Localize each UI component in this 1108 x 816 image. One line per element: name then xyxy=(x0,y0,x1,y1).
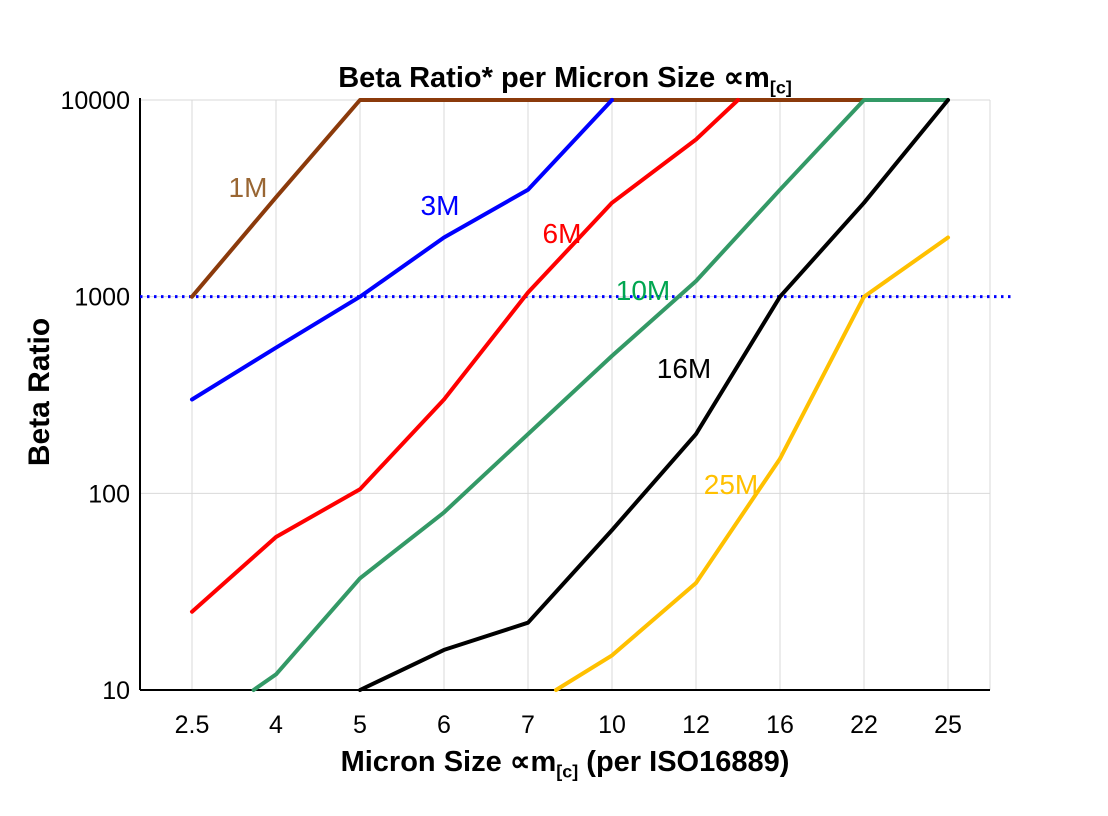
x-axis-title-suffix: (per ISO16889) xyxy=(578,746,790,778)
x-tick-label: 7 xyxy=(521,711,535,739)
series-label-3M: 3M xyxy=(421,190,460,221)
chart-title-text: Beta Ratio* per Micron Size ∝m xyxy=(338,62,770,94)
series-label-10M: 10M xyxy=(616,275,670,306)
series-label-25M: 25M xyxy=(704,469,758,500)
x-tick-label: 12 xyxy=(682,711,710,739)
x-tick-label: 5 xyxy=(353,711,367,739)
series-line-3M xyxy=(190,98,614,402)
y-tick-label: 100 xyxy=(88,480,130,508)
y-tick-label: 1000 xyxy=(74,284,130,312)
y-tick-label: 10 xyxy=(102,677,130,705)
x-tick-label: 2.5 xyxy=(175,711,210,739)
y-tick-label: 10000 xyxy=(60,87,130,115)
x-tick-label: 6 xyxy=(437,711,451,739)
x-tick-label: 4 xyxy=(269,711,283,739)
chart-title-subscript: [c] xyxy=(769,77,792,98)
series-line-10M xyxy=(251,98,950,692)
x-tick-label: 16 xyxy=(766,711,794,739)
x-tick-label: 10 xyxy=(598,711,626,739)
series-line-25M xyxy=(554,235,950,692)
x-axis-title-text: Micron Size ∝m xyxy=(340,746,557,778)
series-label-1M: 1M xyxy=(229,172,268,203)
x-tick-label: 22 xyxy=(850,711,878,739)
series-label-16M: 16M xyxy=(657,353,711,384)
series-line-16M xyxy=(358,98,950,692)
series-line-6M xyxy=(190,98,740,614)
x-axis-title: Micron Size ∝m[c] (per ISO16889) xyxy=(120,744,1010,782)
x-axis-title-subscript: [c] xyxy=(556,761,579,782)
series-label-6M: 6M xyxy=(543,218,582,249)
x-tick-label: 25 xyxy=(934,711,962,739)
chart-title: Beta Ratio* per Micron Size ∝m[c] xyxy=(120,60,1010,98)
